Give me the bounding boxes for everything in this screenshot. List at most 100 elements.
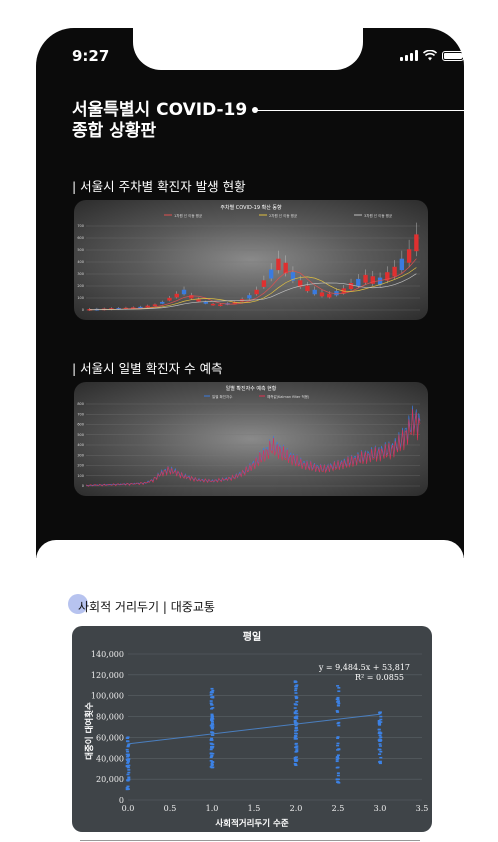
data-point — [336, 774, 340, 777]
data-point — [293, 712, 297, 715]
legend-entry: 예측값(Kalman filter 적용) — [267, 394, 310, 399]
y-axis-label: 대중이 대여횟수 — [84, 702, 95, 760]
candle — [348, 283, 354, 289]
page-title: 서울특별시 COVID-19 종합 상황판 — [72, 100, 248, 141]
y-tick-label: 700 — [77, 412, 84, 416]
data-point — [209, 756, 213, 759]
data-point — [336, 698, 340, 701]
data-point — [126, 750, 130, 753]
data-point — [209, 693, 213, 696]
candle — [399, 258, 405, 271]
data-point — [378, 731, 382, 733]
data-point — [126, 754, 130, 757]
candle — [290, 272, 296, 281]
data-point — [294, 722, 298, 724]
data-point — [211, 707, 215, 709]
data-point — [378, 753, 382, 755]
data-point — [295, 745, 299, 747]
daily-cases-line — [85, 405, 421, 486]
data-point — [126, 745, 130, 748]
candle — [87, 309, 92, 311]
data-point — [126, 759, 130, 762]
data-point — [337, 702, 341, 705]
data-point — [127, 778, 131, 780]
data-point — [126, 785, 130, 788]
candle — [189, 295, 194, 299]
data-point — [210, 707, 214, 710]
data-point — [211, 718, 215, 720]
data-point — [295, 701, 299, 703]
data-point — [336, 737, 340, 740]
moving-average-line — [89, 267, 417, 311]
data-point — [127, 769, 131, 771]
data-point — [210, 764, 214, 766]
daily-chart[interactable]: 일별 확진자수 예측 현황 일별 확진자수 예측값(Kalman filter 적용… — [74, 382, 428, 496]
section-weekly-label: | 서울시 주차별 확진자 발생 현황 — [72, 179, 246, 194]
data-point — [293, 758, 297, 761]
candle — [334, 291, 339, 296]
y-tick-label: 400 — [77, 443, 84, 447]
data-point — [293, 721, 297, 723]
scatter-chart[interactable]: 평일 0 20,000 40,000 60,000 80,000 100,000 120,00… — [72, 626, 432, 832]
candle — [414, 234, 419, 252]
y-tick-label: 600 — [77, 423, 84, 427]
y-tick-label: 300 — [77, 272, 84, 276]
data-point — [293, 707, 297, 709]
data-point — [294, 716, 298, 718]
data-point — [126, 773, 130, 776]
candle — [385, 272, 390, 281]
candle — [283, 262, 288, 274]
data-point — [210, 754, 214, 757]
candle — [138, 306, 143, 309]
weekly-chart[interactable]: 주차별 COVID-19 확산 동향 1차원 선 이동 평균 2차원 선 이동 평균… — [74, 200, 428, 320]
data-point — [335, 778, 339, 780]
data-point — [294, 732, 298, 735]
candle — [377, 277, 383, 285]
data-point — [294, 729, 298, 732]
data-point — [337, 748, 341, 750]
data-point — [294, 764, 298, 767]
data-point — [209, 752, 213, 755]
data-point — [127, 778, 131, 781]
wifi-icon — [423, 50, 437, 61]
trend-line — [127, 713, 381, 745]
data-point — [378, 748, 382, 751]
title-dot — [252, 107, 258, 113]
candle — [298, 280, 303, 287]
candle — [363, 274, 368, 283]
data-point — [294, 724, 298, 727]
data-point — [127, 764, 131, 767]
data-point — [125, 758, 129, 761]
data-point — [377, 728, 381, 731]
data-point — [294, 695, 298, 698]
data-point — [294, 756, 298, 758]
data-point — [337, 724, 341, 727]
data-point — [337, 690, 341, 693]
data-point — [379, 750, 383, 753]
data-point — [210, 716, 214, 718]
x-tick-label: 1.5 — [248, 804, 261, 813]
r-squared-label: R² = 0.0855 — [355, 673, 404, 682]
moving-average-line — [89, 273, 417, 311]
data-point — [378, 734, 382, 737]
data-point — [125, 787, 129, 789]
data-point — [294, 681, 298, 683]
data-point — [211, 761, 215, 763]
section-transit-label: 사회적 거리두기 | 대중교통 — [78, 600, 215, 614]
data-point — [295, 684, 299, 686]
data-point — [378, 762, 382, 765]
legend-entry: 3차원 선 이동 평균 — [364, 213, 393, 218]
data-point — [377, 722, 381, 725]
data-point — [210, 726, 214, 729]
phone-notch — [133, 28, 363, 70]
data-point — [210, 737, 214, 740]
data-point — [209, 748, 213, 751]
candle — [232, 301, 238, 304]
data-point — [127, 771, 131, 774]
data-point — [294, 760, 298, 762]
candle — [327, 293, 332, 298]
y-tick-label: 0 — [119, 796, 124, 805]
data-point — [379, 715, 383, 718]
data-point — [336, 696, 340, 699]
data-point — [211, 695, 215, 698]
